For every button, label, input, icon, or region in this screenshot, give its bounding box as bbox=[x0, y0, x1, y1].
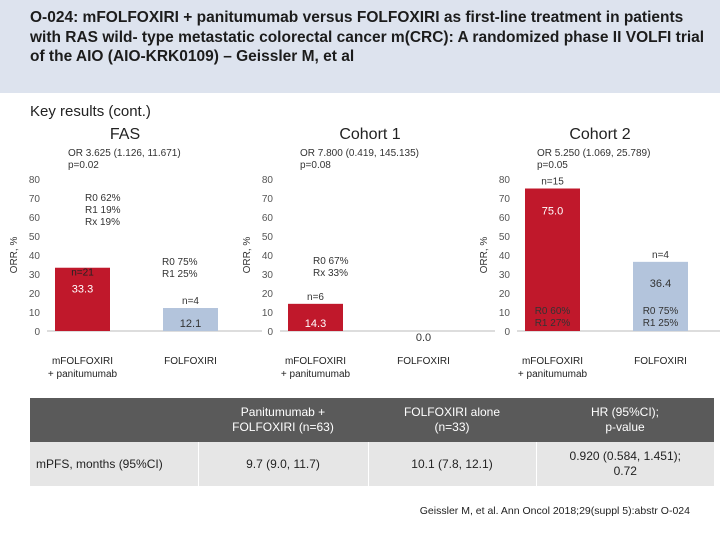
y-tick-label: 50 bbox=[499, 232, 511, 243]
y-tick-label: 80 bbox=[262, 175, 274, 186]
y-axis-label: ORR, % bbox=[9, 237, 20, 274]
chart-title-fas: FAS bbox=[109, 126, 141, 143]
table-cell-hr: 0.920 (0.584, 1.451); 0.72 bbox=[535, 442, 714, 486]
x-category-label: m​FOLFOXIRI + panitumumab bbox=[518, 356, 588, 380]
table-row: mPFS, months (95%CI) 9.7 (9.0, 11.7) 10.… bbox=[30, 442, 714, 486]
x-category-label: FOLFOXIRI bbox=[397, 356, 450, 367]
pfs-table: Panitumumab + FOLFOXIRI (n=63) FOLFOXIRI … bbox=[30, 398, 714, 486]
odds-ratio-cohort-2: OR 5.250 (1.069, 25.789) p=0.05 bbox=[537, 148, 651, 171]
x-category-label: m​FOLFOXIRI + panitumumab bbox=[281, 356, 351, 380]
x-category-label: FOLFOXIRI bbox=[634, 356, 687, 367]
bar-breakdown-label: R0 60% R1 27% bbox=[535, 306, 571, 329]
table-header-row: Panitumumab + FOLFOXIRI (n=63) FOLFOXIRI … bbox=[30, 398, 714, 442]
y-tick-label: 70 bbox=[499, 194, 511, 205]
bar-arm-folfoxiri bbox=[163, 308, 218, 331]
y-tick-label: 70 bbox=[262, 194, 274, 205]
x-category-label: FOLFOXIRI bbox=[164, 356, 217, 367]
y-tick-label: 20 bbox=[262, 289, 274, 300]
bar-value-label: 75.0 bbox=[542, 206, 563, 218]
section-title: Key results (cont.) bbox=[30, 103, 151, 120]
bar-value-label: 14.3 bbox=[305, 318, 326, 330]
y-tick-label: 60 bbox=[29, 213, 41, 224]
bar-value-label: 12.1 bbox=[180, 318, 201, 330]
bar-value-label: 0.0 bbox=[416, 332, 431, 344]
y-tick-label: 50 bbox=[262, 232, 274, 243]
bar-value-label: 36.4 bbox=[650, 278, 671, 290]
y-tick-label: 10 bbox=[262, 308, 274, 319]
header-banner bbox=[0, 0, 720, 93]
y-tick-label: 60 bbox=[262, 213, 274, 224]
y-tick-label: 0 bbox=[267, 327, 273, 338]
y-tick-label: 40 bbox=[499, 251, 511, 262]
bar-arm-pani bbox=[55, 267, 110, 331]
bar-n-label: n=6 bbox=[307, 292, 324, 303]
y-tick-label: 10 bbox=[499, 308, 511, 319]
bar-arm-pani bbox=[525, 188, 580, 331]
y-tick-label: 20 bbox=[29, 289, 41, 300]
y-tick-label: 0 bbox=[34, 327, 40, 338]
bar-breakdown-label: R0 75% R1 25% bbox=[643, 306, 679, 329]
table-row-label: mPFS, months (95%CI) bbox=[30, 442, 198, 486]
bar-n-label: n=15 bbox=[541, 177, 564, 188]
y-tick-label: 70 bbox=[29, 194, 41, 205]
bar-n-label: n=4 bbox=[182, 296, 199, 307]
y-tick-label: 80 bbox=[29, 175, 41, 186]
y-tick-label: 40 bbox=[262, 251, 274, 262]
bar-arm-folfoxiri bbox=[633, 261, 688, 331]
y-axis-label: ORR, % bbox=[479, 237, 490, 274]
y-tick-label: 30 bbox=[262, 270, 274, 281]
bar-arm-pani bbox=[288, 303, 343, 331]
slide-title: O-024: mFOLFOXIRI + panitumumab versus F… bbox=[30, 9, 705, 65]
odds-ratio-fas: OR 3.625 (1.126, 11.671) p=0.02 bbox=[68, 148, 181, 171]
table-cell-pani: 9.7 (9.0, 11.7) bbox=[197, 442, 368, 486]
bar-breakdown-label: R0 75% R1 25% bbox=[162, 257, 198, 280]
bar-value-label: 33.3 bbox=[72, 284, 93, 296]
y-tick-label: 40 bbox=[29, 251, 41, 262]
y-tick-label: 60 bbox=[499, 213, 511, 224]
chart-title-cohort-1: Cohort 1 bbox=[339, 126, 401, 143]
orr-charts: 0 10 20 30 40 50 60 70 80 ORR, % 33.3 n=21 R0 62% R1 … bbox=[9, 175, 720, 380]
y-axis-label: ORR, % bbox=[242, 237, 253, 274]
x-category-label: m​FOLFOXIRI + panitumumab bbox=[48, 356, 118, 380]
bar-breakdown-label: R0 67% Rx 33% bbox=[313, 256, 349, 279]
y-tick-label: 30 bbox=[499, 270, 511, 281]
bar-n-label: n=4 bbox=[652, 250, 669, 261]
y-tick-label: 30 bbox=[29, 270, 41, 281]
y-tick-label: 50 bbox=[29, 232, 41, 243]
table-header-folfoxiri: FOLFOXIRI alone (n=33) bbox=[368, 398, 536, 442]
y-tick-label: 20 bbox=[499, 289, 511, 300]
y-tick-label: 80 bbox=[499, 175, 511, 186]
table-header-hr: HR (95%CI); p-value bbox=[536, 398, 714, 442]
odds-ratio-cohort-1: OR 7.800 (0.419, 145.135) p=0.08 bbox=[300, 148, 419, 171]
bar-breakdown-label: R0 62% R1 19% Rx 19% bbox=[85, 193, 121, 228]
y-tick-label: 10 bbox=[29, 308, 41, 319]
table-header-pani: Panitumumab + FOLFOXIRI (n=63) bbox=[198, 398, 368, 442]
table-header-blank bbox=[30, 398, 198, 442]
citation-footer: Geissler M, et al. Ann Oncol 2018;29(sup… bbox=[419, 505, 690, 517]
bar-n-label: n=21 bbox=[71, 268, 94, 279]
y-tick-label: 0 bbox=[504, 327, 510, 338]
table-cell-folfoxiri: 10.1 (7.8, 12.1) bbox=[367, 442, 536, 486]
chart-title-cohort-2: Cohort 2 bbox=[569, 126, 631, 143]
